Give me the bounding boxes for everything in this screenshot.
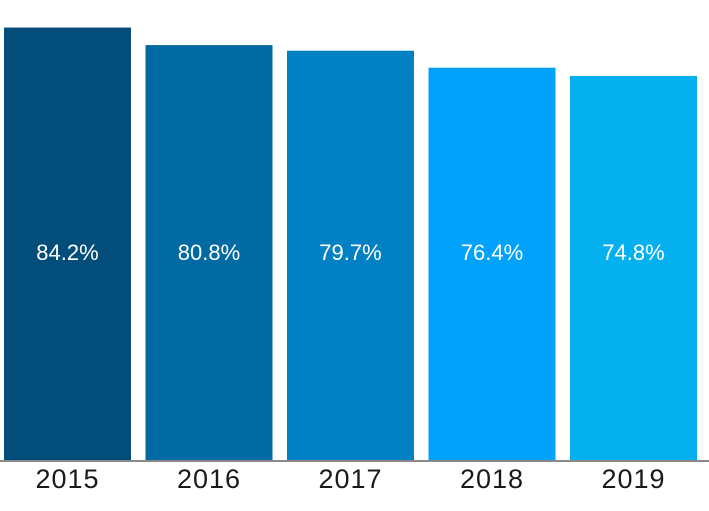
x-tick-label-2017: 2017 <box>318 464 382 494</box>
bars-layer <box>4 27 697 462</box>
x-tick-label-2016: 2016 <box>177 464 241 494</box>
bar-2017 <box>287 50 414 461</box>
value-label-2016: 80.8% <box>178 240 240 265</box>
x-tick-label-2015: 2015 <box>35 464 99 494</box>
value-label-2015: 84.2% <box>36 240 98 265</box>
bar-2015 <box>4 27 131 461</box>
x-tick-label-2018: 2018 <box>460 464 524 494</box>
bar-2016 <box>145 45 273 462</box>
x-axis-tick-labels: 2015 2016 2017 2018 2019 <box>35 464 665 494</box>
value-label-2018: 76.4% <box>461 240 523 265</box>
x-tick-label-2019: 2019 <box>601 464 665 494</box>
bar-2018 <box>428 67 556 462</box>
value-label-2017: 79.7% <box>319 240 381 265</box>
bar-2019 <box>570 75 697 461</box>
value-labels-layer: 84.2% 80.8% 79.7% 76.4% 74.8% <box>36 240 664 265</box>
value-label-2019: 74.8% <box>602 240 664 265</box>
